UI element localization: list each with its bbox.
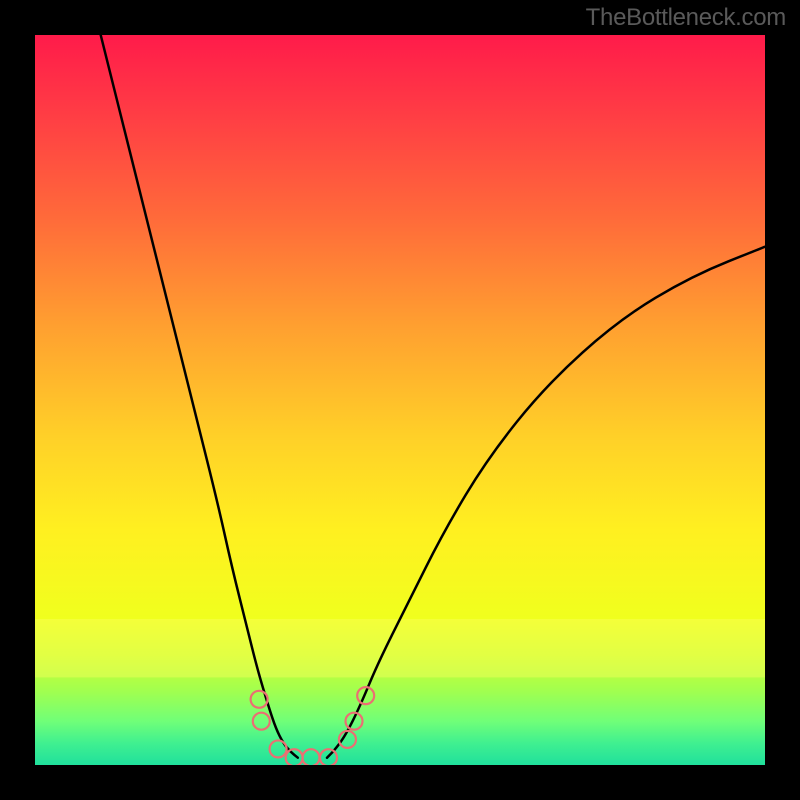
watermark-text: TheBottleneck.com [586, 4, 786, 32]
chart-svg [35, 35, 765, 765]
chart-plot [35, 35, 765, 765]
highlight-band [35, 619, 765, 677]
